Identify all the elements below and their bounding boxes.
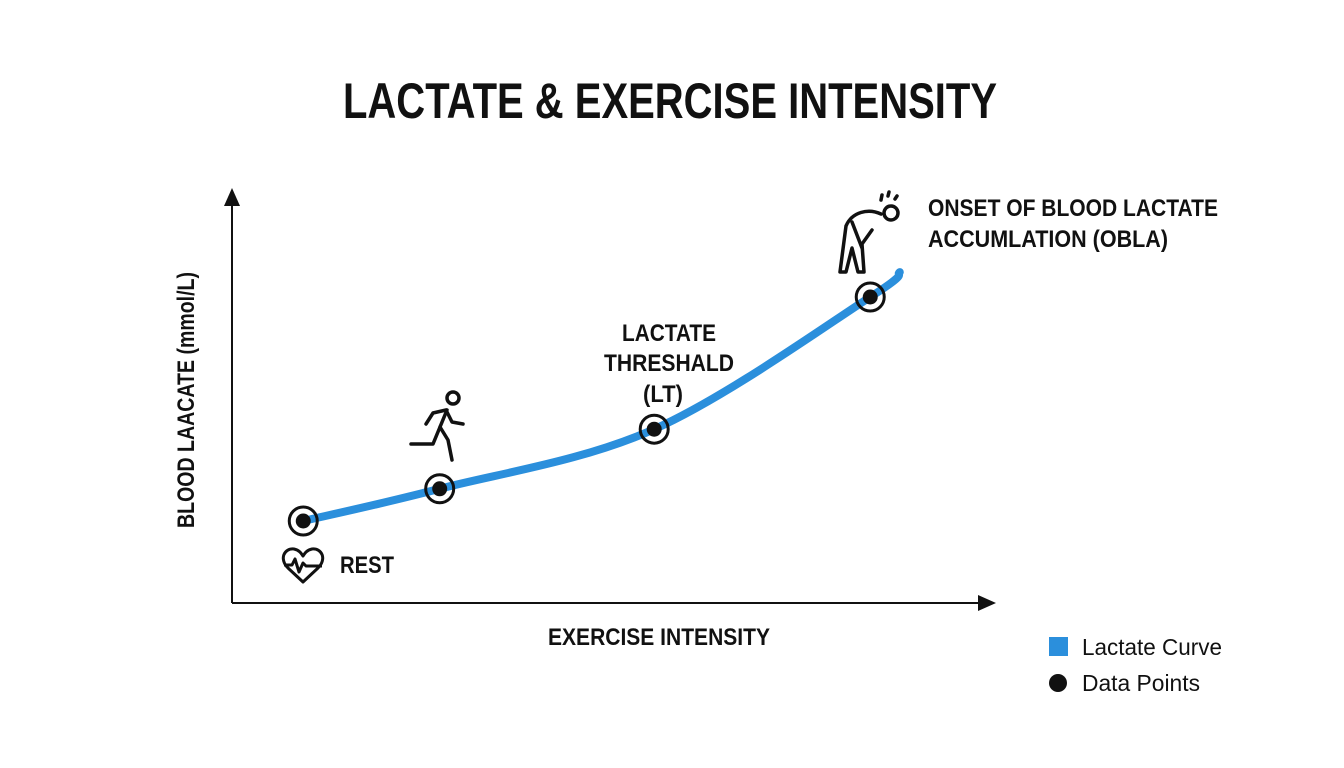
chart-title: LACTATE & EXERCISE INTENSITY xyxy=(343,73,997,129)
legend: Lactate Curve Data Points xyxy=(1049,634,1222,696)
heart-rate-icon xyxy=(281,547,325,584)
legend-swatch-points xyxy=(1049,674,1067,692)
legend-label-points: Data Points xyxy=(1082,670,1200,696)
data-point-ring xyxy=(287,505,319,537)
lt-label-line1: LACTATE xyxy=(622,320,716,347)
data-point-dot xyxy=(432,481,448,497)
legend-swatch-curve xyxy=(1049,637,1068,656)
y-axis-label: BLOOD LAACATE (mmol/L) xyxy=(173,272,200,528)
data-point-dot xyxy=(295,513,311,529)
exhausted-person-icon xyxy=(838,190,900,274)
data-point xyxy=(854,281,886,313)
legend-label-curve: Lactate Curve xyxy=(1082,634,1222,660)
data-point xyxy=(638,413,670,445)
data-point-dot xyxy=(646,421,662,437)
lt-label-line2: THRESHALD xyxy=(604,350,734,377)
data-point xyxy=(424,473,456,505)
data-point-ring xyxy=(424,473,456,505)
runner-icon xyxy=(409,390,465,462)
data-point xyxy=(287,505,319,537)
data-points xyxy=(287,281,886,537)
data-point-ring xyxy=(638,413,670,445)
data-point-dot xyxy=(862,289,878,305)
obla-label-line1: ONSET OF BLOOD LACTATE xyxy=(928,195,1218,222)
rest-label: REST xyxy=(340,552,394,579)
lactate-curve xyxy=(299,268,904,525)
obla-label-line2: ACCUMLATION (OBLA) xyxy=(928,226,1168,253)
lt-label-line3: (LT) xyxy=(643,381,683,408)
x-axis-label: EXERCISE INTENSITY xyxy=(548,624,770,651)
data-point-ring xyxy=(854,281,886,313)
